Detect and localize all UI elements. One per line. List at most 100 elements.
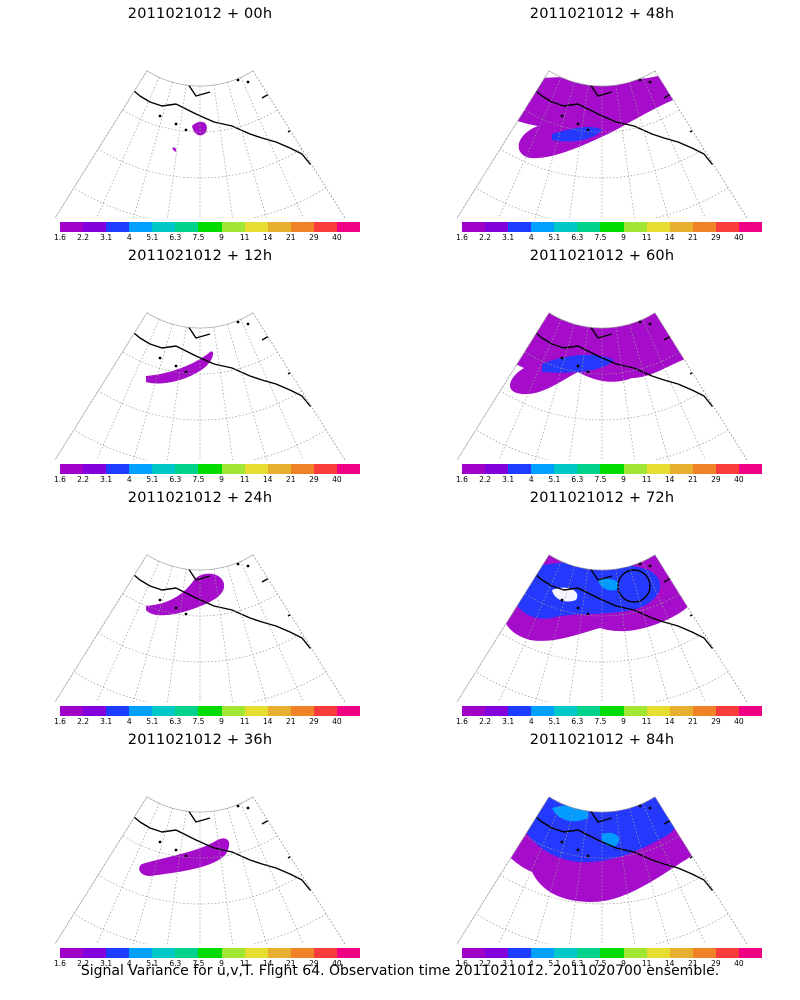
colorbar-swatch	[198, 706, 222, 716]
colorbar-swatch	[600, 464, 624, 474]
variance-field-mid	[552, 127, 602, 142]
coastlines	[25, 554, 359, 651]
colorbar-swatch	[267, 464, 291, 474]
colorbar-tick-label: 2.2	[77, 233, 90, 242]
colorbar-tick-label: 2.2	[77, 475, 90, 484]
colorbar-tick-label: 9	[621, 475, 626, 484]
map-panel: 2011021012 + 00h 1.6 2.2 3.1 4 5.1 6.3 7.5 9 11 14…	[0, 0, 400, 242]
graticule	[456, 554, 748, 702]
colorbar-tick-label: 14	[664, 475, 675, 484]
colorbar-tick-label: 4	[528, 475, 534, 484]
colorbar-tick-label: 7.5	[594, 233, 607, 242]
colorbar-tick-label: 2.2	[479, 475, 492, 484]
colorbar-tick-label: 2.2	[479, 717, 492, 726]
colorbar-tick-label: 7.5	[192, 233, 205, 242]
colorbar-swatch	[313, 706, 337, 716]
colorbar-tick-label: 40	[332, 717, 342, 726]
colorbar-swatch	[485, 948, 509, 958]
variance-patch	[146, 573, 225, 616]
map-panel: 2011021012 + 24h 1.6 2.2 3.1 4 5.1 6.3 7.5 9 11 14…	[0, 484, 400, 726]
colorbar-tick-label: 14	[262, 475, 273, 484]
colorbar-swatch	[83, 706, 107, 716]
panel-title: 2011021012 + 36h	[127, 732, 273, 748]
colorbar-tick-label: 9	[621, 959, 626, 968]
colorbar-swatch	[267, 706, 291, 716]
colorbar-tick-label: 1.6	[456, 233, 468, 242]
colorbar-tick-label: 7.5	[594, 717, 607, 726]
colorbar-swatch	[244, 948, 268, 958]
colorbar-tick-label: 40	[332, 233, 342, 242]
polar-stereographic-map	[25, 554, 359, 702]
colorbar-tick-label: 9	[621, 717, 626, 726]
colorbar-swatch	[623, 948, 647, 958]
colorbar-swatch	[715, 464, 739, 474]
colorbar-swatch	[290, 706, 314, 716]
colorbar-tick-label: 29	[711, 717, 721, 726]
colorbar-tick-label: 11	[239, 233, 250, 242]
colorbar-tick-label: 4	[126, 475, 132, 484]
colorbar-tick-label: 29	[309, 233, 319, 242]
variance-field	[485, 554, 716, 641]
polar-stereographic-map	[25, 312, 359, 460]
colorbar-tick-label: 2.2	[479, 233, 492, 242]
colorbar-tick-label: 3.1	[502, 233, 515, 242]
colorbar-tick-label: 3.1	[100, 959, 113, 968]
colorbar-tick-label: 9	[621, 233, 626, 242]
colorbar-tick-label: 6.3	[571, 475, 584, 484]
colorbar-tick-label: 9	[219, 233, 224, 242]
graticule	[456, 796, 748, 944]
variance-field	[488, 312, 716, 395]
polar-stereographic-map	[25, 70, 359, 218]
colorbar-swatch	[106, 222, 130, 232]
colorbar-swatch	[692, 464, 716, 474]
colorbar-swatch	[60, 948, 84, 958]
colorbar-swatch	[600, 706, 624, 716]
map-panel: 2011021012 + 36h 1.6 2.2 3.1 4 5.1 6.3 7.5 9 11 14…	[0, 726, 400, 968]
variance-field-mid	[542, 354, 614, 373]
colorbar-tick-label: 11	[239, 959, 250, 968]
colorbar-swatch	[485, 222, 509, 232]
colorbar-tick-label: 29	[711, 959, 721, 968]
colorbar-swatch	[508, 948, 532, 958]
colorbar-tick-label: 9	[219, 475, 224, 484]
colorbar-tick-label: 9	[219, 717, 224, 726]
colorbar-tick-label: 40	[332, 959, 342, 968]
graticule	[456, 312, 748, 460]
variance-patch	[296, 317, 306, 332]
colorbar-tick-label: 29	[711, 475, 721, 484]
colorbar-tick-label: 4	[126, 959, 132, 968]
colorbar: 1.6 2.2 3.1 4 5.1 6.3 7.5 9 11 14 21 29 40	[54, 948, 361, 970]
colorbar-swatch	[313, 464, 337, 474]
colorbar-tick-label: 6.3	[169, 475, 182, 484]
graticule	[54, 70, 346, 218]
colorbar-swatch	[715, 222, 739, 232]
coastlines	[25, 70, 359, 167]
polar-stereographic-map	[427, 312, 761, 460]
colorbar-swatch	[106, 948, 130, 958]
colorbar-swatch	[508, 706, 532, 716]
colorbar-tick-label: 6.3	[169, 233, 182, 242]
colorbar-swatch	[646, 222, 670, 232]
colorbar-tick-label: 14	[262, 717, 273, 726]
colorbar-swatch	[175, 464, 199, 474]
variance-patch	[172, 554, 177, 560]
colorbar-tick-label: 1.6	[54, 475, 66, 484]
variance-max-patch	[298, 81, 303, 92]
colorbar-tick-label: 14	[664, 959, 675, 968]
colorbar-swatch	[336, 222, 361, 232]
colorbar-tick-label: 1.6	[54, 717, 66, 726]
colorbar-tick-label: 14	[262, 233, 273, 242]
colorbar-tick-label: 6.3	[571, 717, 584, 726]
colorbar-swatch	[313, 222, 337, 232]
colorbar-tick-label: 29	[309, 717, 319, 726]
colorbar-tick-label: 29	[711, 233, 721, 242]
panel-title: 2011021012 + 60h	[529, 248, 675, 264]
colorbar-swatch	[244, 706, 268, 716]
colorbar-swatch	[290, 948, 314, 958]
colorbar-swatch	[554, 464, 578, 474]
colorbar-tick-label: 2.2	[77, 717, 90, 726]
colorbar-tick-label: 11	[239, 717, 250, 726]
variance-field	[146, 317, 306, 384]
colorbar-swatch	[531, 706, 555, 716]
colorbar: 1.6 2.2 3.1 4 5.1 6.3 7.5 9 11 14 21 29 40	[456, 222, 763, 244]
